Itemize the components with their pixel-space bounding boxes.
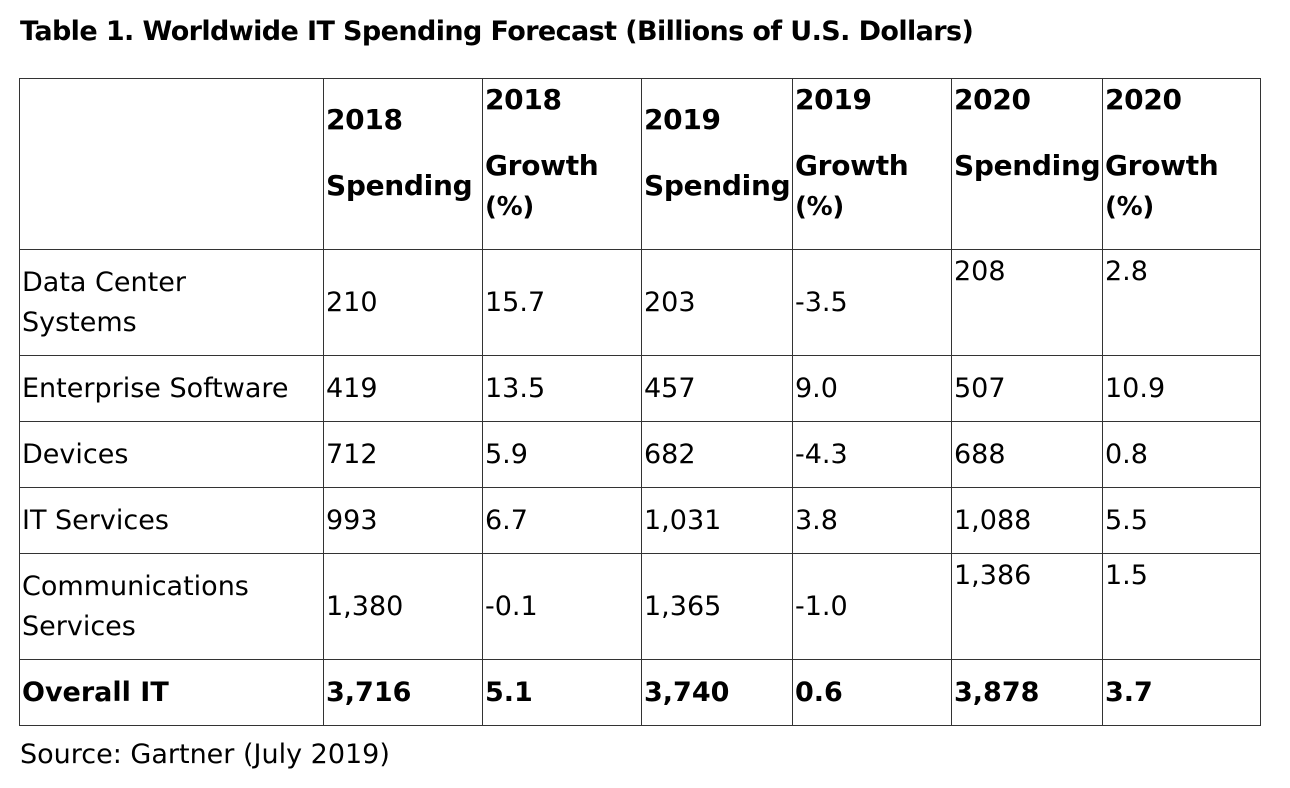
- cell-2019-spending: 1,031: [641, 487, 793, 554]
- cell-2018-spending: 210: [323, 249, 483, 356]
- total-2019-spending: 3,740: [641, 659, 793, 726]
- header-metric: Spending: [954, 149, 1101, 182]
- header-year: 2018: [485, 83, 562, 116]
- cell-2020-growth: 10.9: [1102, 355, 1261, 422]
- table-row: Communications Services 1,380 -0.1 1,365…: [19, 553, 1261, 660]
- cell-2020-spending: 688: [951, 421, 1103, 488]
- header-metric: Spending: [644, 169, 791, 202]
- cell-2020-growth: 2.8: [1102, 249, 1261, 356]
- header-2020-spending: 2020 Spending: [951, 78, 1103, 250]
- cell-2020-growth: 5.5: [1102, 487, 1261, 554]
- header-2018-spending: 2018 Spending: [323, 78, 483, 250]
- cell-2020-growth: 1.5: [1102, 553, 1261, 660]
- total-2020-spending: 3,878: [951, 659, 1103, 726]
- table-row: IT Services 993 6.7 1,031 3.8 1,088 5.5: [19, 487, 1261, 554]
- header-2019-growth: 2019 Growth (%): [792, 78, 952, 250]
- cell-2020-spending: 1,386: [951, 553, 1103, 660]
- cell-2018-spending: 1,380: [323, 553, 483, 660]
- row-label-line: Data Center: [22, 266, 186, 298]
- row-label: Enterprise Software: [19, 355, 324, 422]
- cell-2019-spending: 1,365: [641, 553, 793, 660]
- header-year: 2019: [644, 103, 721, 136]
- cell-2018-growth: 5.9: [482, 421, 642, 488]
- header-metric: Growth: [1105, 149, 1219, 182]
- total-label: Overall IT: [19, 659, 324, 726]
- cell-2018-growth: 13.5: [482, 355, 642, 422]
- row-label-line: IT Services: [22, 504, 169, 536]
- header-metric: Growth: [795, 149, 909, 182]
- row-label: Data Center Systems: [19, 249, 324, 356]
- cell-2019-growth: -3.5: [792, 249, 952, 356]
- total-row: Overall IT 3,716 5.1 3,740 0.6 3,878 3.7: [19, 659, 1261, 726]
- row-label: Communications Services: [19, 553, 324, 660]
- cell-2019-growth: 3.8: [792, 487, 952, 554]
- source-note: Source: Gartner (July 2019): [20, 739, 390, 770]
- it-spending-table: 2018 Spending 2018 Growth (%) 2019 Spend…: [19, 78, 1261, 726]
- row-label-line: Enterprise Software: [22, 372, 289, 404]
- row-label-line: Devices: [22, 438, 129, 470]
- row-label: Devices: [19, 421, 324, 488]
- total-2019-growth: 0.6: [792, 659, 952, 726]
- total-2020-growth: 3.7: [1102, 659, 1261, 726]
- cell-2020-spending: 208: [951, 249, 1103, 356]
- cell-2018-growth: 6.7: [482, 487, 642, 554]
- header-unit: (%): [1105, 192, 1154, 222]
- cell-2019-growth: -4.3: [792, 421, 952, 488]
- total-2018-spending: 3,716: [323, 659, 483, 726]
- row-label: IT Services: [19, 487, 324, 554]
- header-metric: Growth: [485, 149, 599, 182]
- cell-2018-growth: -0.1: [482, 553, 642, 660]
- cell-2018-spending: 419: [323, 355, 483, 422]
- header-2018-growth: 2018 Growth (%): [482, 78, 642, 250]
- cell-2019-growth: 9.0: [792, 355, 952, 422]
- cell-2020-growth: 0.8: [1102, 421, 1261, 488]
- header-unit: (%): [485, 192, 534, 222]
- cell-2019-spending: 682: [641, 421, 793, 488]
- row-label-line: Communications: [22, 570, 249, 602]
- row-label-line: Services: [22, 610, 136, 642]
- cell-2018-growth: 15.7: [482, 249, 642, 356]
- header-2019-spending: 2019 Spending: [641, 78, 793, 250]
- header-year: 2020: [954, 83, 1031, 116]
- header-metric: Spending: [326, 169, 473, 202]
- header-2020-growth: 2020 Growth (%): [1102, 78, 1261, 250]
- cell-2018-spending: 993: [323, 487, 483, 554]
- header-empty-cell: [19, 78, 324, 250]
- cell-2019-spending: 457: [641, 355, 793, 422]
- header-year: 2019: [795, 83, 872, 116]
- cell-2018-spending: 712: [323, 421, 483, 488]
- header-unit: (%): [795, 192, 844, 222]
- table-row: Enterprise Software 419 13.5 457 9.0 507…: [19, 355, 1261, 422]
- cell-2020-spending: 507: [951, 355, 1103, 422]
- table-row: Devices 712 5.9 682 -4.3 688 0.8: [19, 421, 1261, 488]
- cell-2019-growth: -1.0: [792, 553, 952, 660]
- cell-2020-spending: 1,088: [951, 487, 1103, 554]
- cell-2019-spending: 203: [641, 249, 793, 356]
- header-year: 2020: [1105, 83, 1182, 116]
- table-row: Data Center Systems 210 15.7 203 -3.5 20…: [19, 249, 1261, 356]
- total-2018-growth: 5.1: [482, 659, 642, 726]
- header-year: 2018: [326, 103, 403, 136]
- row-label-line: Systems: [22, 306, 137, 338]
- table-title: Table 1. Worldwide IT Spending Forecast …: [20, 16, 974, 47]
- header-row: 2018 Spending 2018 Growth (%) 2019 Spend…: [19, 78, 1261, 250]
